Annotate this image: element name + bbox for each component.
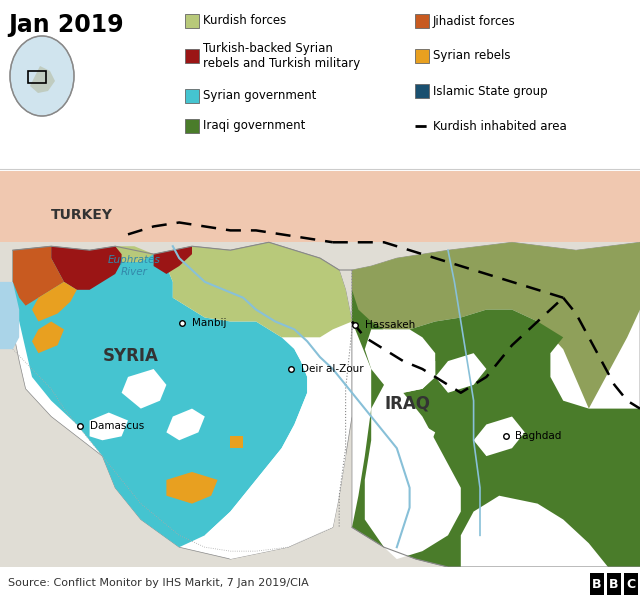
Text: IRAQ: IRAQ bbox=[384, 395, 430, 413]
FancyBboxPatch shape bbox=[415, 14, 429, 28]
Text: Baghdad: Baghdad bbox=[515, 431, 561, 442]
Text: B: B bbox=[592, 578, 602, 590]
Polygon shape bbox=[230, 436, 243, 448]
FancyBboxPatch shape bbox=[185, 49, 199, 63]
Text: B: B bbox=[609, 578, 619, 590]
Text: Kurdish inhabited area: Kurdish inhabited area bbox=[433, 119, 567, 133]
Text: Syrian rebels: Syrian rebels bbox=[433, 49, 511, 62]
FancyBboxPatch shape bbox=[185, 89, 199, 103]
Text: Euphrates
River: Euphrates River bbox=[108, 255, 161, 277]
Text: Manbij: Manbij bbox=[192, 319, 227, 328]
Polygon shape bbox=[115, 246, 154, 262]
Polygon shape bbox=[352, 270, 640, 567]
Text: Jihadist forces: Jihadist forces bbox=[433, 14, 516, 28]
Text: Islamic State group: Islamic State group bbox=[433, 85, 548, 97]
FancyBboxPatch shape bbox=[415, 84, 429, 98]
Polygon shape bbox=[154, 242, 352, 337]
Text: Deir al-Zour: Deir al-Zour bbox=[301, 364, 364, 374]
Text: Hassakeh: Hassakeh bbox=[365, 320, 415, 329]
Ellipse shape bbox=[10, 36, 74, 116]
Polygon shape bbox=[461, 242, 640, 567]
Text: Kurdish forces: Kurdish forces bbox=[203, 14, 286, 28]
Polygon shape bbox=[122, 369, 166, 409]
FancyBboxPatch shape bbox=[624, 573, 638, 595]
Text: Source: Conflict Monitor by IHS Markit, 7 Jan 2019/CIA: Source: Conflict Monitor by IHS Markit, … bbox=[8, 578, 308, 588]
FancyBboxPatch shape bbox=[607, 573, 621, 595]
Polygon shape bbox=[154, 246, 192, 274]
Polygon shape bbox=[90, 413, 128, 440]
FancyBboxPatch shape bbox=[185, 14, 199, 28]
Text: Damascus: Damascus bbox=[90, 421, 144, 431]
Polygon shape bbox=[435, 353, 486, 393]
Bar bbox=[28, 71, 46, 83]
Polygon shape bbox=[397, 424, 435, 456]
Text: Turkish-backed Syrian
rebels and Turkish military: Turkish-backed Syrian rebels and Turkish… bbox=[203, 42, 360, 70]
Polygon shape bbox=[166, 472, 218, 503]
Polygon shape bbox=[205, 349, 346, 559]
Polygon shape bbox=[365, 329, 461, 559]
FancyBboxPatch shape bbox=[590, 573, 604, 595]
Polygon shape bbox=[474, 416, 525, 456]
Polygon shape bbox=[32, 322, 64, 353]
Polygon shape bbox=[352, 242, 640, 567]
Polygon shape bbox=[352, 242, 640, 409]
Polygon shape bbox=[0, 242, 640, 567]
Polygon shape bbox=[461, 496, 608, 567]
FancyBboxPatch shape bbox=[415, 49, 429, 63]
Polygon shape bbox=[30, 66, 55, 93]
Polygon shape bbox=[13, 246, 307, 547]
Polygon shape bbox=[365, 329, 435, 393]
Polygon shape bbox=[13, 242, 352, 559]
Text: Syrian government: Syrian government bbox=[203, 89, 316, 103]
Polygon shape bbox=[0, 282, 19, 349]
Text: TURKEY: TURKEY bbox=[51, 208, 113, 221]
FancyBboxPatch shape bbox=[185, 119, 199, 133]
Polygon shape bbox=[32, 282, 77, 322]
Polygon shape bbox=[0, 171, 640, 250]
Polygon shape bbox=[51, 246, 122, 290]
Polygon shape bbox=[166, 409, 205, 440]
Text: C: C bbox=[627, 578, 636, 590]
Text: SYRIA: SYRIA bbox=[102, 347, 158, 365]
Text: Jan 2019: Jan 2019 bbox=[8, 13, 124, 37]
Text: Iraqi government: Iraqi government bbox=[203, 119, 305, 133]
Polygon shape bbox=[13, 246, 64, 305]
